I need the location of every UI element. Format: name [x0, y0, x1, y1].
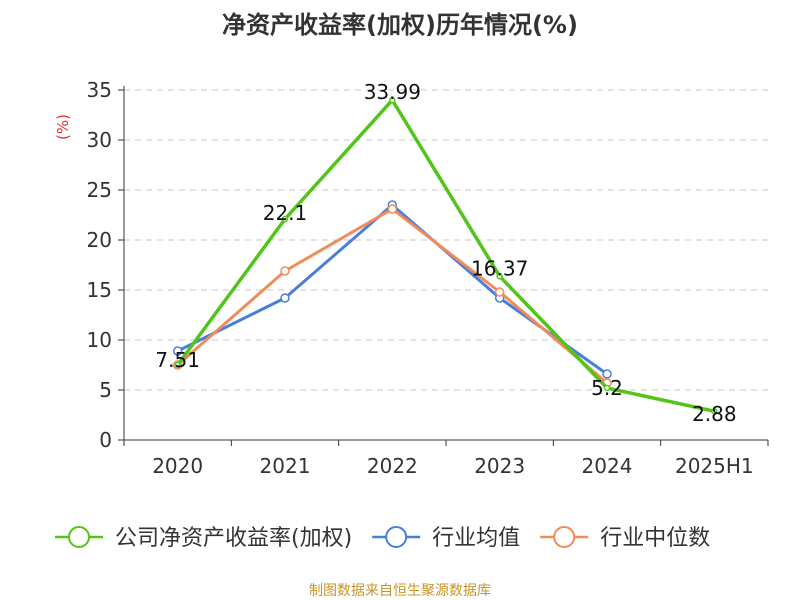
legend: 公司净资产收益率(加权) 行业均值 行业中位数 [55, 526, 710, 551]
y-axis-unit: (%) [54, 114, 72, 140]
x-tick-label: 2020 [152, 454, 203, 478]
series-point [494, 287, 505, 297]
series-point [496, 273, 503, 280]
y-tick-label: 5 [99, 378, 112, 402]
x-tick-label: 2025H1 [675, 454, 754, 478]
series-point [280, 293, 290, 303]
series-point [387, 204, 398, 214]
y-tick-label: 20 [87, 228, 112, 252]
y-tick-label: 30 [87, 128, 112, 152]
legend-marker [385, 526, 408, 548]
data-label: 5.2 [591, 376, 623, 400]
chart-title: 净资产收益率(加权)历年情况(%) [222, 11, 578, 39]
series-point [280, 266, 290, 276]
x-tick-label: 2022 [367, 454, 418, 478]
data-label: 16.37 [471, 256, 528, 280]
series-point [711, 407, 718, 415]
source-note: 制图数据来自恒生聚源数据库 [309, 583, 491, 599]
data-label: 7.51 [155, 348, 200, 372]
legend-marker [68, 526, 90, 548]
legend-label: 公司净资产收益率(加权) [115, 526, 352, 551]
x-tick-label: 2023 [474, 454, 525, 478]
y-tick-label: 35 [87, 78, 112, 102]
legend-label: 行业中位数 [600, 526, 710, 551]
y-tick-label: 0 [99, 428, 112, 452]
x-tick-label: 2024 [582, 454, 633, 478]
data-labels: 7.51 22.1 33.99 16.37 5.2 2.88 [155, 80, 736, 426]
grid-lines [124, 89, 768, 391]
series-point [281, 215, 289, 223]
series-line [176, 98, 715, 413]
series-point [172, 346, 183, 356]
series-line [176, 207, 608, 385]
series-point [602, 369, 612, 379]
series-lines [172, 96, 718, 415]
y-tick-label: 10 [87, 328, 112, 352]
data-label: 22.1 [263, 201, 308, 225]
legend-marker [553, 526, 576, 548]
x-tick-label: 2021 [260, 454, 311, 478]
y-tick-label: 25 [87, 178, 112, 202]
y-tick-label: 15 [87, 278, 112, 302]
series-point [389, 96, 396, 104]
axes: 0 5 10 15 20 25 30 35 2020 2021 2022 2023 2024 2025H1 [87, 78, 769, 478]
data-label: 33.99 [364, 80, 421, 104]
legend-label: 行业均值 [432, 526, 520, 551]
series-point [603, 384, 611, 392]
data-label: 2.88 [692, 402, 737, 426]
series-point [174, 361, 181, 369]
